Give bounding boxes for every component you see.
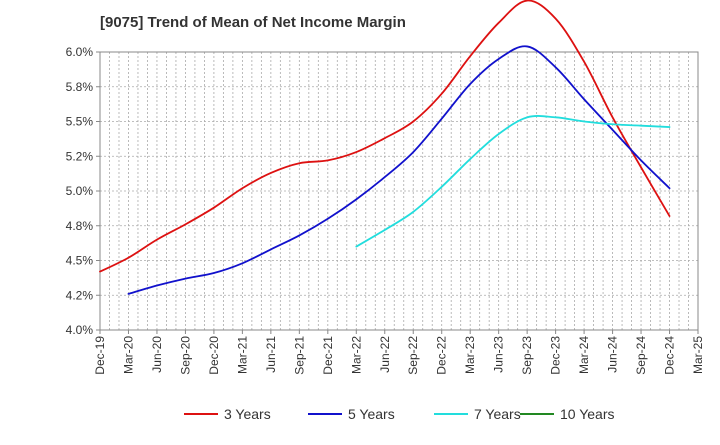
- y-tick-label: 5.8%: [66, 80, 94, 94]
- x-tick-label: Sep-22: [406, 336, 420, 375]
- x-tick-label: Dec-23: [549, 336, 563, 375]
- x-tick-label: Sep-21: [292, 336, 306, 375]
- x-axis: Dec-19 Mar-20 Jun-20 Sep-20 Dec-20 Mar-21 Jun-…: [93, 330, 705, 375]
- legend-label: 3 Years: [224, 406, 271, 422]
- x-tick-label: Mar-21: [235, 336, 249, 374]
- y-tick-label: 5.0%: [66, 184, 94, 198]
- x-tick-label: Jun-24: [606, 336, 620, 373]
- x-tick-label: Mar-23: [463, 336, 477, 374]
- x-tick-label: Dec-24: [663, 336, 677, 375]
- x-tick-label: Dec-21: [321, 336, 335, 375]
- series-line-7-years: [355, 115, 671, 248]
- legend: 3 Years 5 Years 7 Years 10 Years: [184, 406, 615, 422]
- series-line-3-years: [99, 0, 671, 273]
- y-tick-label: 6.0%: [66, 45, 94, 59]
- x-tick-label: Jun-23: [492, 336, 506, 373]
- grid-layer: [100, 52, 698, 330]
- x-tick-label: Jun-20: [150, 336, 164, 373]
- x-tick-label: Dec-22: [435, 336, 449, 375]
- series-line-5-years: [127, 45, 671, 295]
- x-tick-label: Mar-22: [349, 336, 363, 374]
- y-tick-label: 4.5%: [66, 254, 94, 268]
- x-tick-label: Mar-25: [691, 336, 705, 374]
- chart-title: [9075] Trend of Mean of Net Income Margi…: [100, 14, 406, 31]
- x-tick-label: Sep-23: [520, 336, 534, 375]
- x-tick-label: Mar-20: [121, 336, 135, 374]
- y-tick-label: 5.5%: [66, 115, 94, 129]
- y-tick-label: 4.8%: [66, 219, 94, 233]
- y-axis: 4.0% 4.2% 4.5% 4.8% 5.0% 5.2% 5.5% 5.8% 6.0%: [66, 45, 100, 337]
- x-tick-label: Mar-24: [577, 336, 591, 374]
- y-tick-label: 5.2%: [66, 149, 94, 163]
- x-tick-label: Dec-20: [207, 336, 221, 375]
- x-tick-label: Dec-19: [93, 336, 107, 375]
- y-tick-label: 4.0%: [66, 323, 94, 337]
- x-tick-label: Sep-20: [178, 336, 192, 375]
- x-tick-label: Jun-21: [264, 336, 278, 373]
- x-tick-label: Jun-22: [378, 336, 392, 373]
- legend-label: 7 Years: [474, 406, 521, 422]
- legend-label: 10 Years: [560, 406, 615, 422]
- series-layer: [99, 0, 671, 295]
- x-tick-label: Sep-24: [634, 336, 648, 375]
- y-tick-label: 4.2%: [66, 288, 94, 302]
- legend-label: 5 Years: [348, 406, 395, 422]
